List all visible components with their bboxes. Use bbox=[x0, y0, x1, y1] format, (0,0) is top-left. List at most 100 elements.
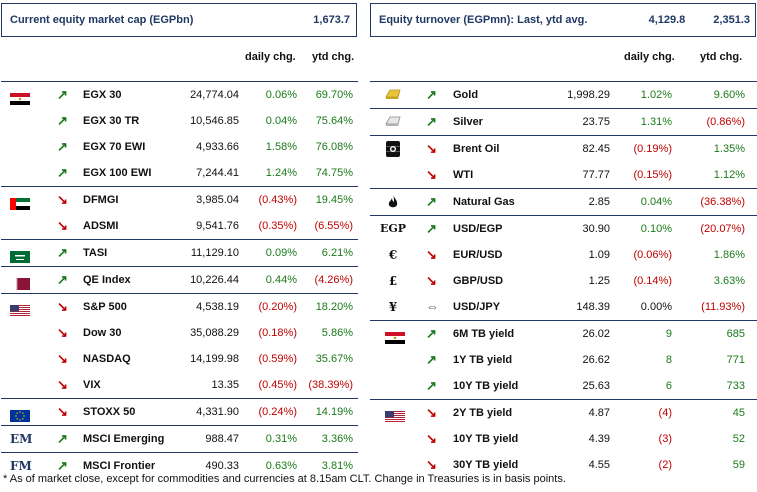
asset-value: 23.75 bbox=[582, 116, 610, 128]
asset-row: ↘ 30Y TB yield 4.55 (2) 59 bbox=[370, 452, 757, 478]
ytd-change: 52 bbox=[732, 433, 745, 445]
asset-name: Dow 30 bbox=[83, 327, 122, 339]
asset-name: Silver bbox=[453, 116, 483, 128]
index-row: ↗ TASI 11,129.10 0.09% 6.21% bbox=[1, 239, 358, 266]
ytd-change: 771 bbox=[726, 354, 745, 366]
arrow-up-icon: ↗ bbox=[426, 326, 437, 341]
egp-currency-icon: EGP bbox=[379, 222, 407, 235]
asset-value: 26.62 bbox=[582, 354, 610, 366]
arrow-down-icon: ↘ bbox=[426, 405, 437, 420]
egypt-flag-icon bbox=[10, 89, 30, 105]
ytd-change: 1.35% bbox=[713, 143, 745, 155]
turnover-title: Equity turnover (EGPmn): Last, ytd avg. bbox=[379, 14, 588, 26]
daily-change: (0.45%) bbox=[258, 379, 297, 391]
qatar-flag-icon bbox=[10, 274, 30, 290]
arrow-down-icon: ↘ bbox=[426, 431, 437, 446]
arrow-down-icon: ↘ bbox=[426, 457, 437, 472]
eu-flag-icon bbox=[10, 406, 30, 422]
asset-name: ADSMI bbox=[83, 220, 119, 232]
arrow-down-icon: ↘ bbox=[57, 299, 68, 314]
ytd-change: 9.60% bbox=[713, 89, 745, 101]
ytd-change: (36.38%) bbox=[700, 196, 745, 208]
asset-row: ↘ WTI 77.77 (0.15%) 1.12% bbox=[370, 162, 757, 188]
ytd-chg-header: ytd chg. bbox=[312, 51, 355, 63]
asset-row: ↗ 6M TB yield 26.02 9 685 bbox=[370, 320, 757, 347]
asset-value: 4,538.19 bbox=[196, 301, 239, 313]
arrow-up-icon: ↗ bbox=[426, 221, 437, 236]
ytd-change: 45 bbox=[732, 407, 745, 419]
daily-change: 1.31% bbox=[640, 116, 672, 128]
egypt-flag-icon bbox=[384, 328, 406, 344]
turnover-ytd-avg-value: 2,351.3 bbox=[713, 14, 750, 26]
index-row: ↗ EGX 30 TR 10,546.85 0.04% 75.64% bbox=[1, 108, 358, 134]
asset-name: Natural Gas bbox=[453, 196, 515, 208]
daily-change: (0.20%) bbox=[258, 301, 297, 313]
arrow-down-icon: ↘ bbox=[57, 404, 68, 419]
turnover-commodities-panel: Equity turnover (EGPmn): Last, ytd avg. … bbox=[370, 3, 757, 478]
ytd-change: 18.20% bbox=[315, 301, 353, 313]
arrow-flat-icon: ⇔ bbox=[426, 299, 439, 314]
ytd-change: 1.86% bbox=[713, 249, 745, 261]
ytd-change: 5.86% bbox=[321, 327, 353, 339]
asset-value: 1.09 bbox=[588, 249, 610, 261]
daily-change: (3) bbox=[658, 433, 672, 445]
asset-value: 148.39 bbox=[576, 301, 610, 313]
asset-row: £ ↘ GBP/USD 1.25 (0.14%) 3.63% bbox=[370, 268, 757, 294]
arrow-up-icon: ↗ bbox=[57, 272, 68, 287]
asset-value: 4.87 bbox=[588, 407, 610, 419]
asset-name: 10Y TB yield bbox=[453, 433, 519, 445]
saudi-flag-icon bbox=[10, 247, 30, 263]
asset-name: Gold bbox=[453, 89, 479, 101]
ytd-change: 59 bbox=[732, 459, 745, 471]
index-row: ↗ QE Index 10,226.44 0.44% (4.26%) bbox=[1, 266, 358, 293]
daily-change: 8 bbox=[665, 354, 672, 366]
ytd-change: 35.67% bbox=[315, 353, 353, 365]
commodities-currencies-list: ↗ Gold 1,998.29 1.02% 9.60% ↗ Silver 23.75 1.31%… bbox=[370, 81, 757, 478]
index-row: ↘ S&P 500 4,538.19 (0.20%) 18.20% bbox=[1, 293, 358, 320]
daily-change: (0.59%) bbox=[258, 353, 297, 365]
asset-value: 2.85 bbox=[588, 196, 610, 208]
arrow-down-icon: ↘ bbox=[57, 192, 68, 207]
arrow-down-icon: ↘ bbox=[57, 218, 68, 233]
asset-name: MSCI Frontier bbox=[83, 460, 156, 472]
daily-change: 0.04% bbox=[265, 115, 297, 127]
asset-name: Brent Oil bbox=[453, 143, 500, 155]
index-row: ↘ DFMGI 3,985.04 (0.43%) 19.45% bbox=[1, 186, 358, 213]
daily-change: 0.09% bbox=[265, 247, 297, 259]
ytd-change: 75.64% bbox=[315, 115, 353, 127]
asset-name: STOXX 50 bbox=[83, 406, 136, 418]
asset-value: 14,199.98 bbox=[190, 353, 239, 365]
asset-name: MSCI Emerging bbox=[83, 433, 165, 445]
arrow-down-icon: ↘ bbox=[57, 377, 68, 392]
ytd-chg-header: ytd chg. bbox=[700, 51, 743, 63]
daily-change: (0.18%) bbox=[258, 327, 297, 339]
equity-index-list: ↗ EGX 30 24,774.04 0.06% 69.70% ↗ EGX 30 TR 10,… bbox=[1, 81, 358, 479]
market-cap-header: Current equity market cap (EGPbn) 1,673.… bbox=[1, 3, 357, 37]
ytd-change: 3.63% bbox=[713, 275, 745, 287]
left-column-headers: daily chg. ytd chg. bbox=[1, 37, 358, 81]
ytd-change: (0.86%) bbox=[706, 116, 745, 128]
arrow-up-icon: ↗ bbox=[57, 87, 68, 102]
market-cap-value: 1,673.7 bbox=[313, 14, 350, 26]
asset-value: 77.77 bbox=[582, 169, 610, 181]
asset-value: 4.39 bbox=[588, 433, 610, 445]
daily-change: 0.10% bbox=[640, 223, 672, 235]
asset-value: 82.45 bbox=[582, 143, 610, 155]
daily-change: 0.44% bbox=[265, 274, 297, 286]
yen-icon: ¥ bbox=[388, 300, 398, 314]
ytd-change: 733 bbox=[726, 380, 745, 392]
asset-name: EUR/USD bbox=[453, 249, 503, 261]
daily-change: 9 bbox=[665, 328, 672, 340]
asset-value: 4,933.66 bbox=[196, 141, 239, 153]
turnover-header: Equity turnover (EGPmn): Last, ytd avg. … bbox=[370, 3, 756, 37]
arrow-up-icon: ↗ bbox=[57, 245, 68, 260]
asset-row: ↘ Brent Oil 82.45 (0.19%) 1.35% bbox=[370, 135, 757, 162]
asset-value: 24,774.04 bbox=[190, 89, 239, 101]
daily-change: 1.02% bbox=[640, 89, 672, 101]
index-row: FM ↗ MSCI Frontier 490.33 0.63% 3.81% bbox=[1, 452, 358, 479]
daily-change: (0.24%) bbox=[258, 406, 297, 418]
daily-change: 0.31% bbox=[265, 433, 297, 445]
daily-change: 0.00% bbox=[640, 301, 672, 313]
index-row: ↗ EGX 30 24,774.04 0.06% 69.70% bbox=[1, 81, 358, 108]
index-row: ↗ EGX 70 EWI 4,933.66 1.58% 76.08% bbox=[1, 134, 358, 160]
